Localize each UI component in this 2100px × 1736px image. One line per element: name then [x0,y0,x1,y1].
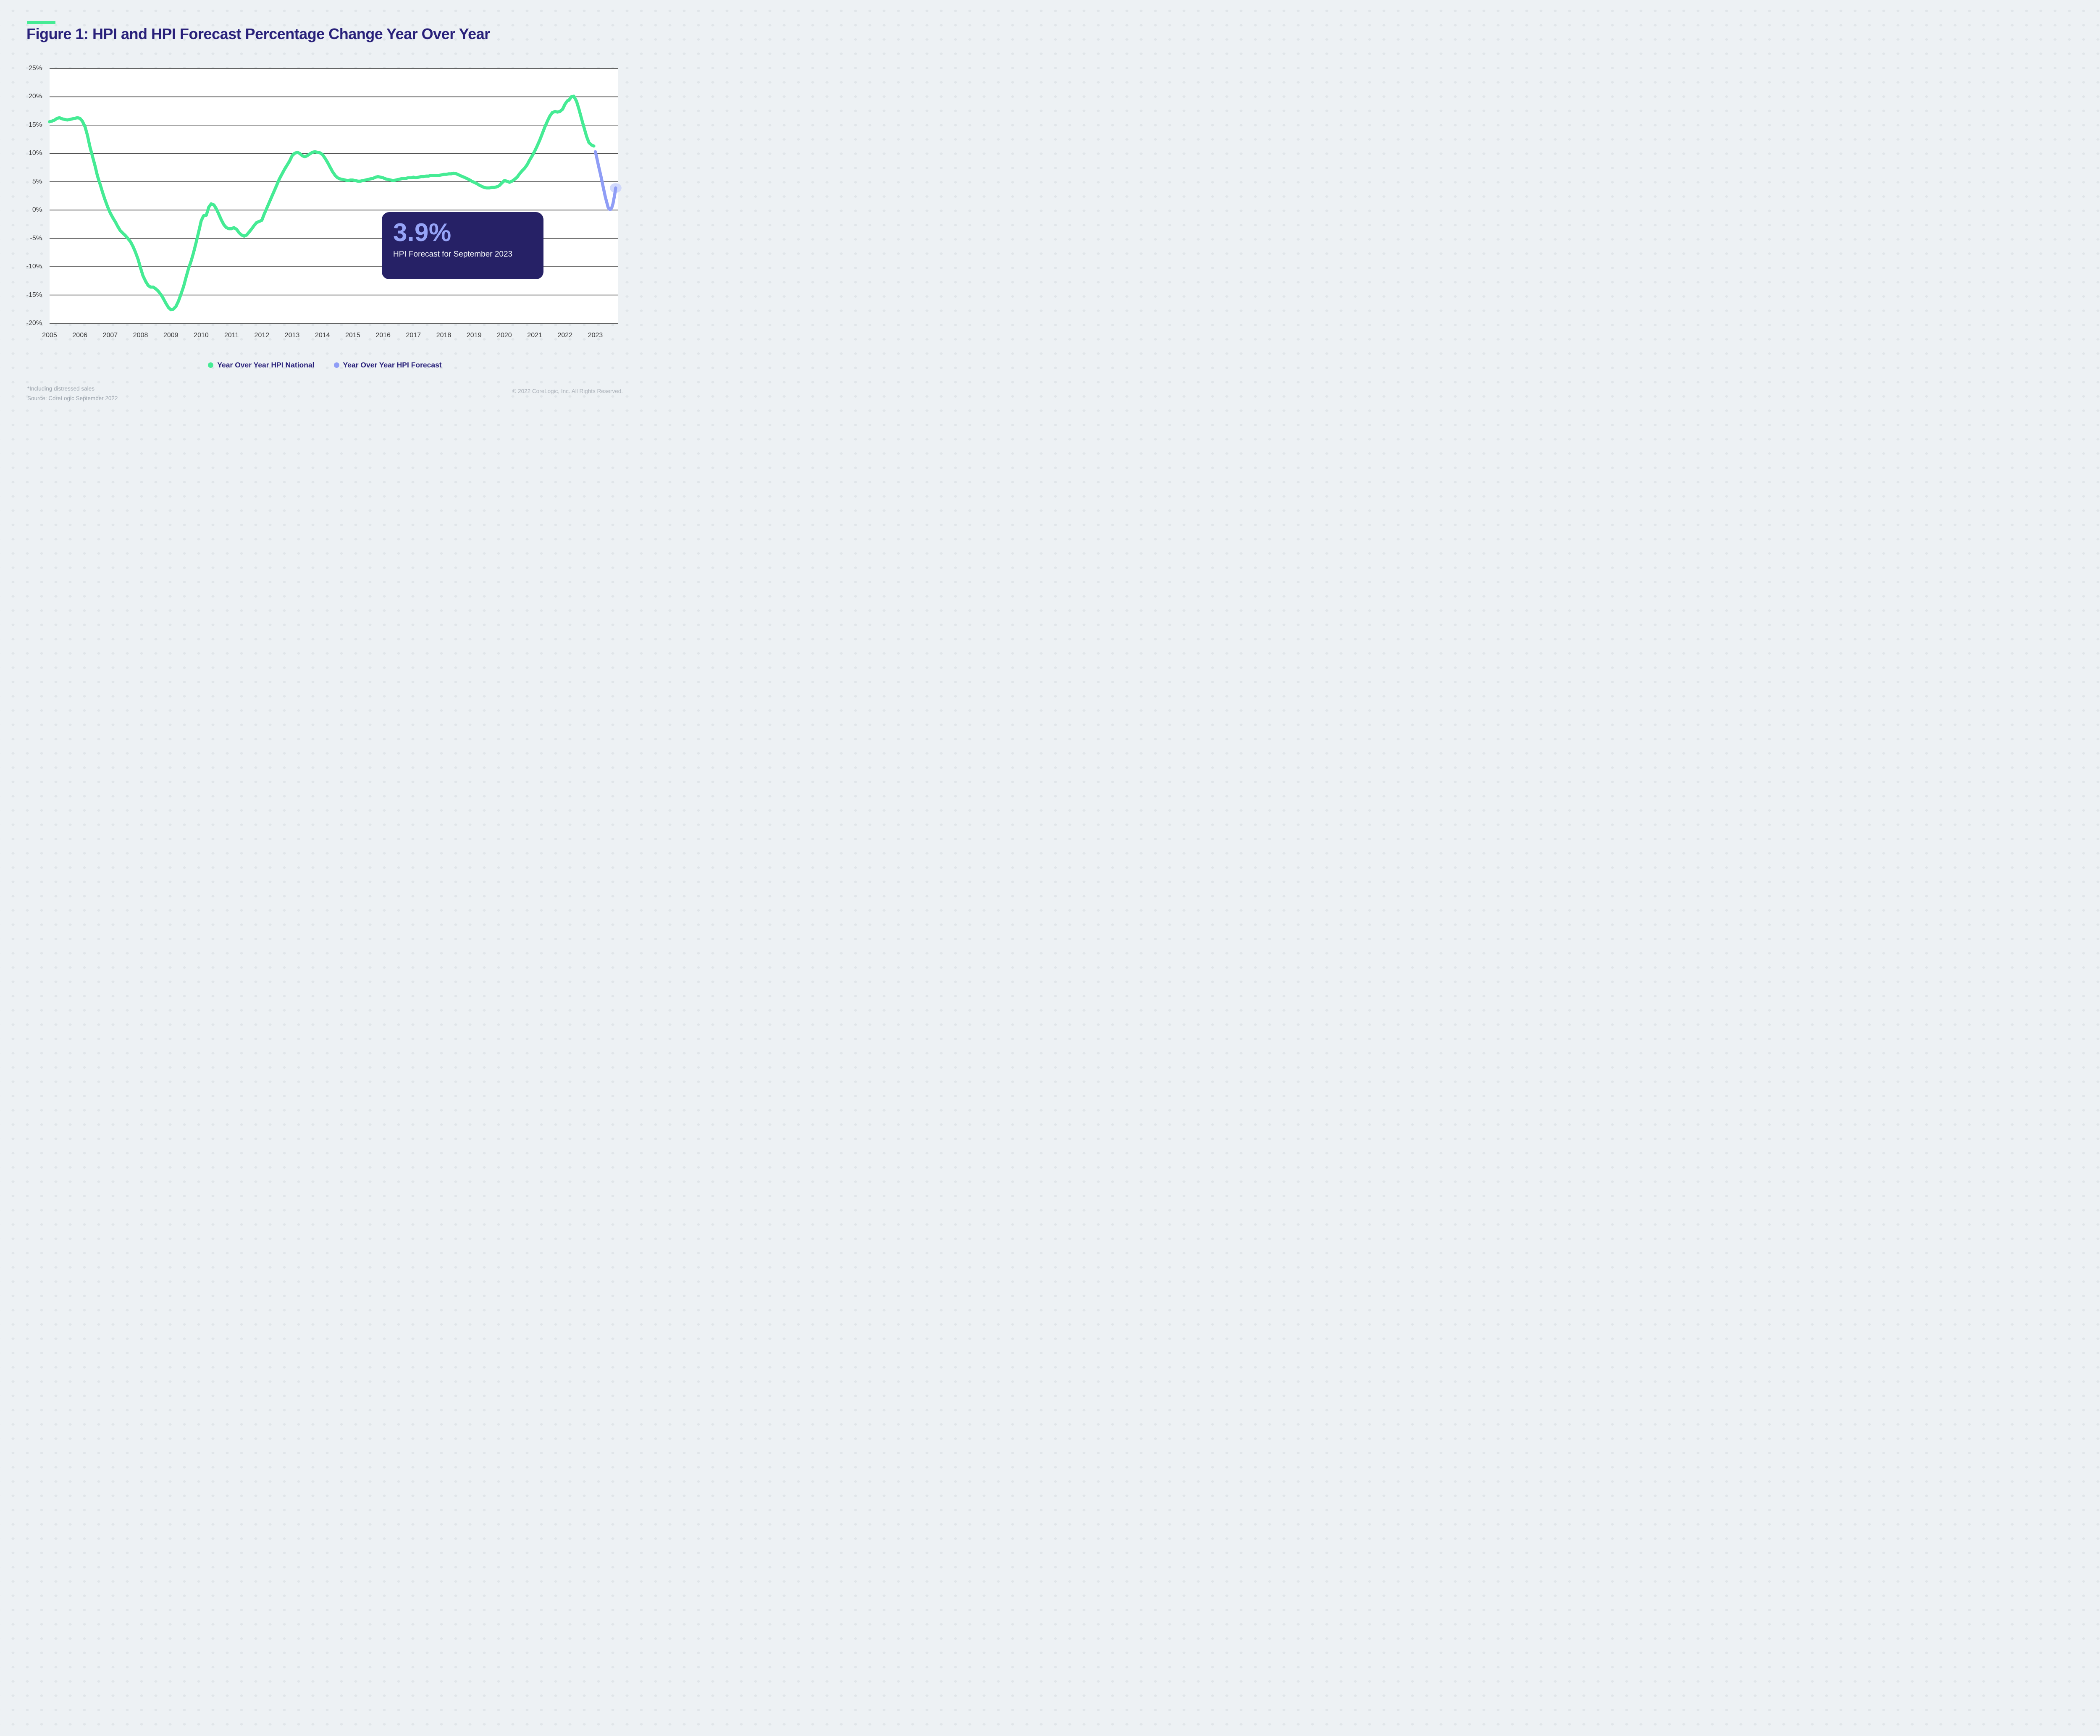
y-axis-label: 0% [32,206,42,214]
x-axis-label: 2023 [588,332,603,339]
y-axis-label: -5% [30,234,42,242]
legend-item-national: Year Over Year HPI National [208,361,315,370]
y-axis-label: -20% [26,320,42,327]
x-axis-label: 2014 [315,332,330,339]
accent-bar [27,21,55,24]
y-axis-label: 5% [32,178,42,185]
x-axis-label: 2011 [224,332,239,339]
x-axis-label: 2019 [466,332,482,339]
x-axis-label: 2010 [194,332,209,339]
x-axis-label: 2020 [497,332,512,339]
forecast-callout-label: HPI Forecast for September 2023 [393,250,513,259]
footnote-distressed-sales: *Including distressed sales [27,385,94,392]
y-axis-label: 10% [28,149,42,157]
legend: Year Over Year HPI National Year Over Ye… [0,361,650,370]
y-axis-label: -10% [26,263,42,270]
x-axis-label: 2008 [133,332,148,339]
plot-background [50,68,618,323]
x-axis-label: 2006 [72,332,87,339]
legend-marker-national-icon [208,362,214,368]
x-axis-label: 2017 [406,332,421,339]
page-title: Figure 1: HPI and HPI Forecast Percentag… [26,25,490,42]
legend-label-forecast: Year Over Year HPI Forecast [343,361,442,369]
x-axis-label: 2022 [557,332,573,339]
x-axis-label: 2015 [345,332,360,339]
x-axis-label: 2021 [527,332,542,339]
x-axis-label: 2005 [42,332,57,339]
footnote-block: *Including distressed sales Source: Core… [27,384,118,403]
series-line-forecast [593,150,617,211]
legend-item-forecast: Year Over Year HPI Forecast [333,361,442,370]
legend-marker-forecast-icon [333,362,339,368]
y-axis-label: 15% [28,121,42,128]
source-note: Source: CoreLogic September 2022 [27,395,118,401]
line-chart-svg [48,68,622,324]
x-axis-label: 2018 [436,332,452,339]
y-axis-label: 25% [28,65,42,72]
y-axis-label: -15% [26,291,42,299]
y-axis-label: 20% [28,93,42,100]
legend-label-national: Year Over Year HPI National [217,361,315,369]
copyright-note: © 2022 CoreLogic, Inc. All Rights Reserv… [512,388,623,394]
forecast-callout-value: 3.9% [393,218,452,247]
series-line-national [48,94,596,312]
chart-plot-area: 3.9% HPI Forecast for September 2023 [48,68,622,324]
x-axis-label: 2016 [375,332,391,339]
x-axis-label: 2013 [284,332,300,339]
x-axis-label: 2007 [102,332,118,339]
x-axis-label: 2009 [163,332,178,339]
forecast-callout: 3.9% HPI Forecast for September 2023 [382,212,543,279]
x-axis-label: 2012 [254,332,270,339]
